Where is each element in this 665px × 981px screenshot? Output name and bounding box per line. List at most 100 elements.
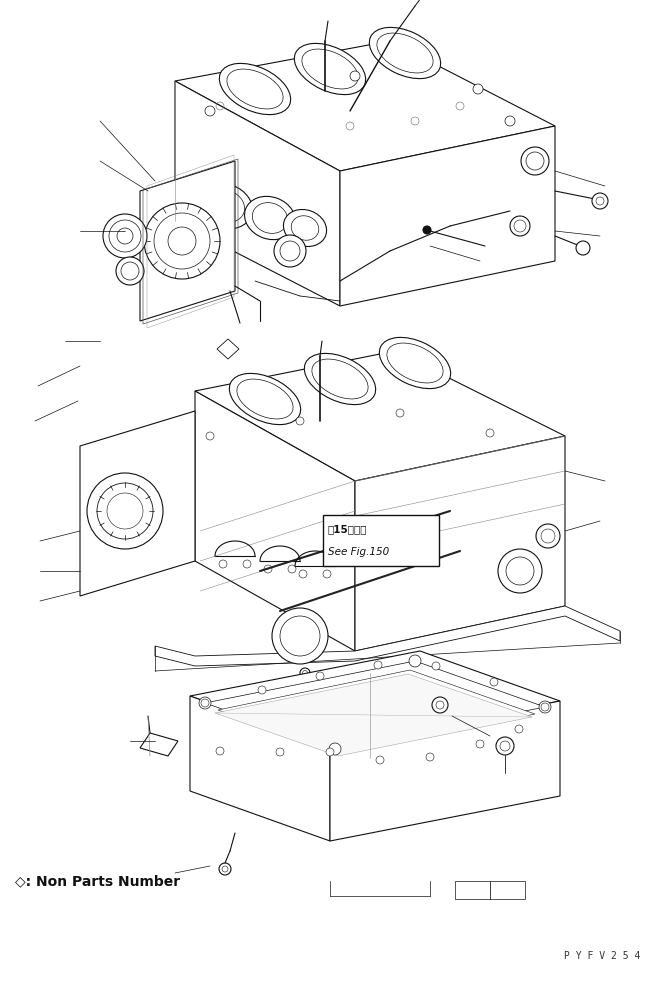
Circle shape xyxy=(506,557,534,585)
Circle shape xyxy=(526,152,544,170)
Circle shape xyxy=(432,662,440,670)
Circle shape xyxy=(498,549,542,593)
Circle shape xyxy=(313,681,317,686)
Circle shape xyxy=(515,725,523,733)
Circle shape xyxy=(576,241,590,255)
Ellipse shape xyxy=(205,189,245,223)
Circle shape xyxy=(486,429,494,437)
Circle shape xyxy=(436,701,444,709)
Ellipse shape xyxy=(377,33,433,73)
Polygon shape xyxy=(190,696,330,841)
Circle shape xyxy=(323,570,331,578)
Circle shape xyxy=(168,227,196,255)
Polygon shape xyxy=(140,733,178,756)
Circle shape xyxy=(288,565,296,573)
Circle shape xyxy=(473,84,483,94)
Circle shape xyxy=(505,116,515,126)
Circle shape xyxy=(541,529,555,543)
Circle shape xyxy=(303,670,307,676)
Circle shape xyxy=(350,71,360,81)
Circle shape xyxy=(201,699,209,707)
Circle shape xyxy=(592,193,608,209)
Bar xyxy=(455,881,490,899)
Circle shape xyxy=(280,616,320,656)
Circle shape xyxy=(109,220,141,252)
Ellipse shape xyxy=(198,183,252,229)
Circle shape xyxy=(374,661,382,669)
Ellipse shape xyxy=(245,196,295,239)
Circle shape xyxy=(536,524,560,548)
Circle shape xyxy=(376,756,384,764)
Circle shape xyxy=(272,608,328,664)
Circle shape xyxy=(432,697,448,713)
Circle shape xyxy=(274,235,306,267)
Polygon shape xyxy=(218,670,535,754)
Circle shape xyxy=(280,241,300,261)
Polygon shape xyxy=(175,81,340,306)
Circle shape xyxy=(596,197,604,205)
Ellipse shape xyxy=(227,69,283,109)
Circle shape xyxy=(541,703,549,711)
Circle shape xyxy=(117,228,133,244)
Circle shape xyxy=(496,737,514,755)
Text: 第15图参照: 第15图参照 xyxy=(328,524,367,535)
Circle shape xyxy=(500,741,510,751)
Polygon shape xyxy=(140,161,235,321)
Ellipse shape xyxy=(302,49,358,89)
Polygon shape xyxy=(190,651,560,746)
Circle shape xyxy=(87,473,163,549)
Ellipse shape xyxy=(291,216,319,240)
Circle shape xyxy=(490,678,498,686)
Ellipse shape xyxy=(379,337,451,388)
Circle shape xyxy=(539,701,551,713)
Bar xyxy=(323,515,439,566)
Ellipse shape xyxy=(283,210,327,246)
Circle shape xyxy=(300,668,310,678)
Polygon shape xyxy=(195,351,565,481)
Circle shape xyxy=(219,560,227,568)
Polygon shape xyxy=(215,674,532,756)
Polygon shape xyxy=(217,339,239,359)
Circle shape xyxy=(199,697,211,709)
Circle shape xyxy=(296,417,304,425)
Circle shape xyxy=(206,432,214,440)
Ellipse shape xyxy=(229,374,301,425)
Ellipse shape xyxy=(252,203,288,233)
Circle shape xyxy=(476,740,484,748)
Polygon shape xyxy=(205,661,545,749)
Polygon shape xyxy=(330,701,560,841)
Circle shape xyxy=(409,655,421,667)
Circle shape xyxy=(116,257,144,285)
Circle shape xyxy=(299,570,307,578)
Circle shape xyxy=(396,409,404,417)
Circle shape xyxy=(423,226,431,234)
Circle shape xyxy=(329,743,341,755)
Circle shape xyxy=(107,493,143,529)
Ellipse shape xyxy=(305,353,376,404)
Circle shape xyxy=(216,747,224,755)
Polygon shape xyxy=(340,126,555,306)
Circle shape xyxy=(154,213,210,269)
Ellipse shape xyxy=(387,343,443,383)
Polygon shape xyxy=(355,436,565,651)
Circle shape xyxy=(514,220,526,232)
Circle shape xyxy=(205,106,215,116)
Circle shape xyxy=(222,866,228,872)
Circle shape xyxy=(144,203,220,279)
Circle shape xyxy=(426,753,434,761)
Circle shape xyxy=(326,748,334,756)
Text: ◇: Non Parts Number: ◇: Non Parts Number xyxy=(15,874,180,888)
Circle shape xyxy=(258,686,266,694)
Ellipse shape xyxy=(312,359,368,399)
Circle shape xyxy=(521,147,549,175)
Circle shape xyxy=(219,863,231,875)
Circle shape xyxy=(103,214,147,258)
Circle shape xyxy=(316,672,324,680)
Circle shape xyxy=(264,565,272,573)
Ellipse shape xyxy=(219,64,291,115)
Text: See Fig.150: See Fig.150 xyxy=(328,546,389,557)
Polygon shape xyxy=(155,606,620,666)
Ellipse shape xyxy=(369,27,441,78)
Polygon shape xyxy=(80,411,195,596)
Circle shape xyxy=(121,262,139,280)
